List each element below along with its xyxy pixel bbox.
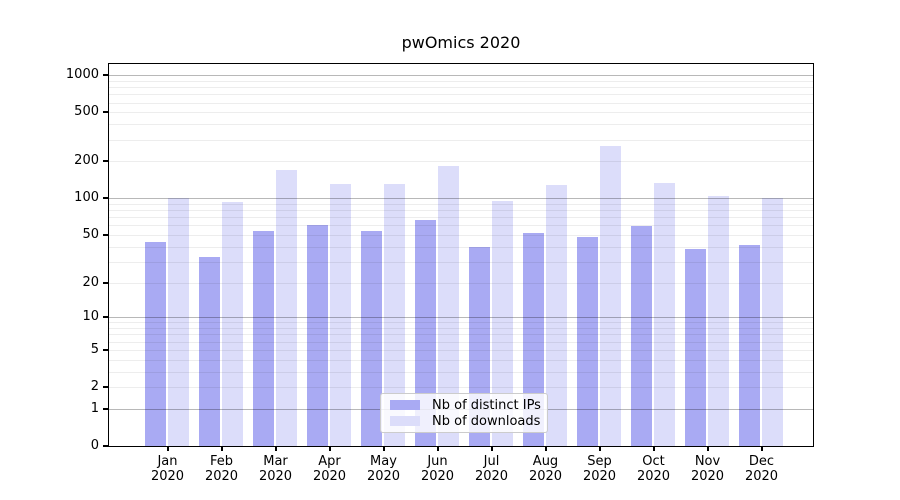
x-tick-label-jan: Jan 2020 <box>150 454 185 484</box>
x-tick-label-sep: Sep 2020 <box>582 454 617 484</box>
x-tick-apr <box>328 446 331 451</box>
bar-downloads-mar <box>275 170 297 446</box>
y-tick-label-200: 200 <box>74 153 99 169</box>
x-tick-label-mar: Mar 2020 <box>258 454 293 484</box>
x-tick-dec <box>760 446 763 451</box>
gridline-minor-500 <box>109 112 813 114</box>
x-tick-may <box>382 446 385 451</box>
y-tick-2 <box>103 386 109 389</box>
gridline-minor-800 <box>109 87 813 89</box>
bar-downloads-jan <box>167 198 189 446</box>
bar-distinct-ips-apr <box>307 225 328 446</box>
legend-item-downloads: Nb of downloads <box>381 413 547 429</box>
y-tick-label-100: 100 <box>74 190 99 206</box>
x-tick-feb <box>220 446 223 451</box>
gridline-minor-600 <box>109 102 813 104</box>
legend-item-distinct-ips: Nb of distinct IPs <box>381 397 547 413</box>
y-tick-200 <box>103 160 109 163</box>
bar-distinct-ips-mar <box>253 230 274 446</box>
y-tick-10 <box>103 316 109 319</box>
x-tick-label-apr: Apr 2020 <box>312 454 347 484</box>
x-tick-aug <box>544 446 547 451</box>
y-tick-label-1000: 1000 <box>65 67 99 83</box>
x-tick-jul <box>490 446 493 451</box>
bar-distinct-ips-aug <box>523 232 544 446</box>
bar-downloads-dec <box>761 197 783 446</box>
x-tick-nov <box>706 446 709 451</box>
bar-downloads-jun <box>437 166 459 446</box>
gridline-minor-900 <box>109 80 813 82</box>
bar-downloads-sep <box>599 146 621 446</box>
y-tick-5 <box>103 348 109 351</box>
y-tick-500 <box>103 111 109 114</box>
x-tick-label-jul: Jul 2020 <box>474 454 509 484</box>
bar-distinct-ips-oct <box>631 226 652 446</box>
x-tick-jan <box>166 446 169 451</box>
bar-distinct-ips-sep <box>577 237 598 446</box>
x-tick-oct <box>652 446 655 451</box>
y-tick-1 <box>103 407 109 410</box>
y-tick-50 <box>103 234 109 237</box>
gridline-minor-400 <box>109 124 813 126</box>
bar-distinct-ips-jun <box>415 220 436 446</box>
chart-title: pwOmics 2020 <box>401 33 521 52</box>
gridline-minor-700 <box>109 94 813 96</box>
bar-downloads-aug <box>545 185 567 446</box>
y-tick-label-1: 1 <box>90 400 99 416</box>
y-tick-100 <box>103 197 109 200</box>
bar-distinct-ips-dec <box>739 245 760 446</box>
x-tick-label-aug: Aug 2020 <box>528 454 563 484</box>
bar-distinct-ips-nov <box>685 249 706 446</box>
bar-downloads-feb <box>221 202 243 446</box>
bar-downloads-may <box>383 183 405 446</box>
x-tick-mar <box>274 446 277 451</box>
legend-label-distinct-ips: Nb of distinct IPs <box>432 397 541 413</box>
bar-downloads-oct <box>653 183 675 446</box>
bar-downloads-nov <box>707 196 729 446</box>
gridline-major-1000 <box>109 75 813 77</box>
gridline-minor-200 <box>109 161 813 163</box>
y-tick-20 <box>103 281 109 284</box>
bar-distinct-ips-jan <box>145 241 166 446</box>
x-tick-label-nov: Nov 2020 <box>690 454 725 484</box>
y-tick-1000 <box>103 74 109 77</box>
legend-label-downloads: Nb of downloads <box>432 413 541 429</box>
y-tick-label-0: 0 <box>90 438 99 453</box>
bar-downloads-jul <box>491 201 513 446</box>
x-tick-label-may: May 2020 <box>366 454 401 484</box>
y-tick-label-500: 500 <box>74 104 99 120</box>
bar-distinct-ips-feb <box>199 256 220 446</box>
x-tick-sep <box>598 446 601 451</box>
x-tick-label-jun: Jun 2020 <box>420 454 455 484</box>
plot-area: pwOmics 2020 1000 500 200 100 50 20 10 5 2 1 0 Jan … <box>66 33 814 484</box>
x-tick-label-oct: Oct 2020 <box>636 454 671 484</box>
x-tick-label-feb: Feb 2020 <box>204 454 239 484</box>
legend: Nb of distinct IPs Nb of downloads <box>380 393 548 433</box>
legend-swatch-distinct-ips <box>390 400 420 410</box>
y-tick-label-10: 10 <box>82 309 99 325</box>
y-tick-label-50: 50 <box>82 227 99 243</box>
y-tick-label-5: 5 <box>90 341 99 357</box>
y-tick-label-20: 20 <box>82 274 99 290</box>
x-tick-label-dec: Dec 2020 <box>744 454 779 484</box>
bar-distinct-ips-may <box>361 230 382 446</box>
y-tick-label-2: 2 <box>90 379 99 395</box>
y-tick-0 <box>103 445 109 447</box>
gridline-minor-300 <box>109 139 813 141</box>
legend-swatch-downloads <box>390 416 420 426</box>
bar-downloads-apr <box>329 184 351 446</box>
x-tick-jun <box>436 446 439 451</box>
